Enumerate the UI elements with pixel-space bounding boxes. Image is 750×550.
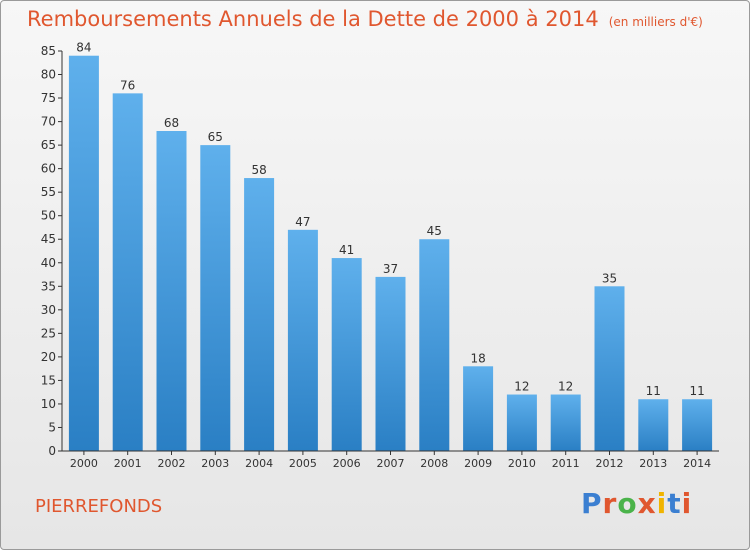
x-tick-label: 2004	[245, 457, 273, 470]
data-label: 11	[689, 384, 704, 398]
bar-2004[interactable]	[244, 178, 275, 451]
y-tick-label: 30	[41, 303, 56, 317]
data-label: 84	[76, 41, 91, 55]
x-tick-label: 2011	[552, 457, 580, 470]
logo-letter: i	[656, 487, 668, 520]
y-tick-label: 50	[41, 209, 56, 223]
data-label: 41	[339, 243, 354, 257]
x-tick-label: 2007	[377, 457, 405, 470]
logo-letter: r	[602, 487, 618, 520]
data-label: 76	[120, 78, 135, 92]
y-tick-label: 25	[41, 326, 56, 340]
bar-2014[interactable]	[682, 399, 713, 451]
bar-2007[interactable]	[375, 276, 406, 451]
y-tick-label: 55	[41, 185, 56, 199]
data-label: 58	[251, 163, 266, 177]
bar-2002[interactable]	[156, 131, 187, 451]
bar-2008[interactable]	[419, 239, 450, 451]
bar-2001[interactable]	[112, 93, 143, 452]
data-label: 65	[208, 130, 223, 144]
data-label: 68	[164, 116, 179, 130]
y-tick-label: 40	[41, 256, 56, 270]
data-label: 35	[602, 271, 617, 285]
bar-2005[interactable]	[287, 229, 318, 451]
x-tick-label: 2003	[201, 457, 229, 470]
chart-unit: (en milliers d'€)	[608, 15, 703, 29]
bar-2011[interactable]	[550, 394, 581, 451]
x-tick-label: 2005	[289, 457, 317, 470]
logo-letter: x	[637, 487, 657, 520]
y-tick-label: 70	[41, 115, 56, 129]
bars: 84 76 68 65 58 47 41 37 45 18 12 12 35 11 11	[68, 41, 713, 452]
logo-letter: i	[681, 487, 693, 520]
x-tick-label: 2001	[114, 457, 142, 470]
y-tick-label: 75	[41, 91, 56, 105]
x-tick-label: 2009	[464, 457, 492, 470]
y-tick-label: 60	[41, 162, 56, 176]
y-tick-label: 20	[41, 350, 56, 364]
data-label: 11	[646, 384, 661, 398]
logo-letter: P	[581, 487, 603, 520]
y-tick-label: 80	[41, 68, 56, 82]
logo-letter: t	[667, 487, 682, 520]
x-tick-label: 2000	[70, 457, 98, 470]
x-tick-label: 2014	[683, 457, 711, 470]
data-label: 45	[427, 224, 442, 238]
proxiti-logo[interactable]: Proxiti	[581, 487, 692, 520]
commune-name: PIERREFONDS	[35, 496, 163, 517]
y-tick-label: 85	[41, 44, 56, 58]
bar-2012[interactable]	[594, 286, 625, 451]
x-tick-label: 2008	[420, 457, 448, 470]
y-tick-label: 15	[41, 373, 56, 387]
data-label: 37	[383, 262, 398, 276]
bar-2013[interactable]	[638, 399, 669, 451]
y-tick-label: 10	[41, 397, 56, 411]
x-tick-label: 2012	[596, 457, 624, 470]
y-tick-label: 65	[41, 138, 56, 152]
data-label: 12	[558, 380, 573, 394]
y-tick-label: 35	[41, 279, 56, 293]
bar-2009[interactable]	[463, 366, 494, 451]
bar-2010[interactable]	[506, 394, 537, 451]
x-axis: 2000 2001 2002 2003 2004 2005 2006 2007 2008 2009…	[62, 450, 719, 470]
x-tick-label: 2002	[158, 457, 186, 470]
y-tick-label: 0	[48, 444, 56, 458]
y-tick-label: 45	[41, 232, 56, 246]
y-axis: 0 5 10 15 20 25 30 35 40 45 50 55 60 65 70 75 80 85	[41, 44, 63, 458]
data-label: 18	[470, 351, 485, 365]
data-label: 47	[295, 215, 310, 229]
bar-2006[interactable]	[331, 258, 362, 451]
bar-2003[interactable]	[200, 145, 231, 451]
logo-letter: o	[617, 487, 638, 520]
bar-2000[interactable]	[68, 55, 99, 452]
data-label: 12	[514, 380, 529, 394]
y-tick-label: 5	[48, 420, 56, 434]
chart-title: Remboursements Annuels de la Dette de 20…	[27, 7, 703, 31]
x-tick-label: 2006	[333, 457, 361, 470]
x-tick-label: 2010	[508, 457, 536, 470]
x-tick-label: 2013	[639, 457, 667, 470]
